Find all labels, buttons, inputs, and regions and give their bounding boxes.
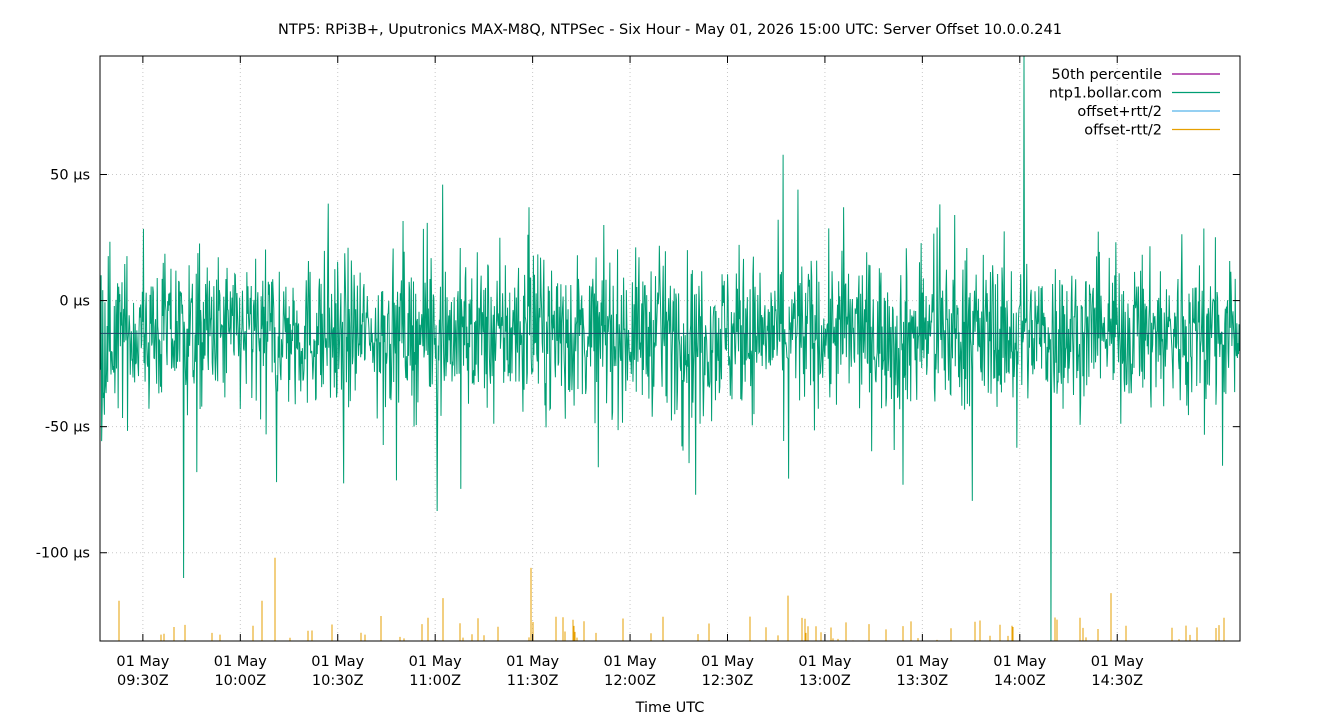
series-offset-minus-rtt (118, 557, 1225, 641)
x-tick-time-label: 11:00Z (409, 673, 461, 689)
x-tick-date-label: 01 May (701, 654, 754, 670)
chart-title: NTP5: RPi3B+, Uputronics MAX-M8Q, NTPSec… (278, 22, 1062, 38)
x-tick-date-label: 01 May (604, 654, 657, 670)
legend: 50th percentile ntp1.bollar.com offset+rtt… (1049, 67, 1220, 139)
x-tick-time-label: 10:30Z (312, 673, 364, 689)
y-tick-label: 0 µs (59, 294, 90, 310)
legend-label: offset-rtt/2 (1084, 123, 1162, 139)
series-ntp1-bollar-com (99, 55, 1241, 642)
x-tick-date-label: 01 May (506, 654, 559, 670)
x-tick-date-label: 01 May (1091, 654, 1144, 670)
series-traces (99, 55, 1241, 642)
legend-label: ntp1.bollar.com (1049, 86, 1162, 102)
x-axis: 01 May 09:30Z 01 May 10:00Z 01 May 10:30Z 01 M… (116, 56, 1144, 689)
x-tick-time-label: 14:30Z (1091, 673, 1143, 689)
x-tick-time-label: 10:00Z (214, 673, 266, 689)
x-tick-time-label: 12:30Z (702, 673, 754, 689)
y-axis: 50 µs 0 µs -50 µs -100 µs (36, 168, 1240, 562)
x-tick-date-label: 01 May (116, 654, 169, 670)
y-tick-label: -100 µs (36, 546, 90, 562)
x-tick-date-label: 01 May (311, 654, 364, 670)
x-tick-date-label: 01 May (896, 654, 949, 670)
plot-frame (99, 55, 1241, 642)
x-tick-date-label: 01 May (214, 654, 267, 670)
x-tick-date-label: 01 May (993, 654, 1046, 670)
x-tick-time-label: 13:30Z (896, 673, 948, 689)
x-tick-time-label: 13:00Z (799, 673, 851, 689)
x-axis-label: Time UTC (635, 700, 705, 716)
y-tick-label: -50 µs (45, 420, 90, 436)
legend-label: offset+rtt/2 (1077, 104, 1162, 120)
x-tick-time-label: 12:00Z (604, 673, 656, 689)
y-tick-label: 50 µs (50, 168, 90, 184)
x-tick-date-label: 01 May (409, 654, 462, 670)
x-tick-date-label: 01 May (798, 654, 851, 670)
x-tick-time-label: 09:30Z (117, 673, 169, 689)
x-tick-time-label: 14:00Z (994, 673, 1046, 689)
x-tick-time-label: 11:30Z (507, 673, 559, 689)
legend-label: 50th percentile (1052, 67, 1163, 83)
